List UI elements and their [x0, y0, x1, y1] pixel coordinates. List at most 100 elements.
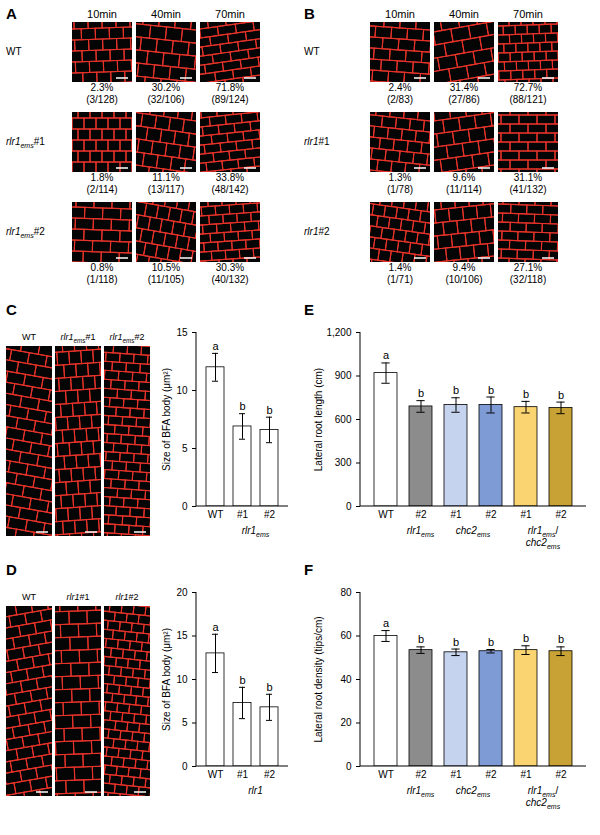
- svg-text:0: 0: [182, 761, 188, 772]
- svg-text:10: 10: [176, 674, 188, 685]
- svg-text:b: b: [453, 636, 459, 648]
- svg-text:#2: #2: [555, 509, 567, 520]
- svg-text:b: b: [558, 633, 564, 645]
- svg-text:b: b: [239, 400, 245, 412]
- svg-text:chc2ems: chc2ems: [456, 785, 491, 798]
- svg-text:rlr1ems: rlr1ems: [242, 525, 270, 538]
- html-text:(32/106): (32/106): [147, 94, 185, 105]
- svg-text:a: a: [212, 340, 219, 352]
- html-text:71.8%: 71.8%: [215, 82, 245, 93]
- html-text:A: A: [6, 5, 17, 22]
- html-text:30.2%: 30.2%: [151, 82, 181, 93]
- svg-text:b: b: [453, 384, 459, 396]
- svg-text:0: 0: [346, 501, 352, 512]
- svg-text:5: 5: [182, 443, 188, 454]
- svg-text:#1: #1: [520, 769, 532, 780]
- html-text:70min: 70min: [215, 8, 245, 20]
- svg-text:rlr1ems: rlr1ems: [407, 525, 435, 538]
- svg-text:#1: #1: [450, 769, 462, 780]
- svg-text:5: 5: [182, 717, 188, 728]
- svg-text:rlr1ems: rlr1ems: [407, 785, 435, 798]
- svg-text:#2: #2: [415, 509, 427, 520]
- svg-text:#2: #2: [555, 769, 567, 780]
- svg-text:#1: #1: [237, 769, 249, 780]
- html-text:rlr1ems#1: rlr1ems#1: [60, 332, 96, 344]
- html-text:(40/132): (40/132): [211, 274, 249, 285]
- svg-text:rlr1: rlr1: [248, 785, 262, 796]
- html-text:rlr1ems#1: rlr1ems#1: [6, 136, 45, 149]
- html-text:(3/128): (3/128): [86, 94, 118, 105]
- html-text:10.5%: 10.5%: [151, 262, 181, 273]
- html-text:40min: 40min: [151, 8, 181, 20]
- svg-text:chc2ems: chc2ems: [456, 525, 491, 538]
- html-text:(48/142): (48/142): [211, 184, 249, 195]
- html-text:0.8%: 0.8%: [90, 262, 114, 273]
- svg-text:300: 300: [335, 457, 352, 468]
- svg-text:b: b: [523, 388, 529, 400]
- html-text:33.8%: 33.8%: [215, 172, 245, 183]
- svg-text:60: 60: [340, 630, 352, 641]
- svg-text:b: b: [266, 404, 272, 416]
- svg-text:b: b: [488, 636, 494, 648]
- svg-text:chc2ems: chc2ems: [526, 537, 561, 550]
- svg-text:600: 600: [335, 414, 352, 425]
- svg-text:b: b: [239, 674, 245, 686]
- html-text:10min: 10min: [385, 8, 415, 20]
- svg-text:b: b: [558, 389, 564, 401]
- svg-text:#2: #2: [415, 769, 427, 780]
- svg-text:900: 900: [335, 370, 352, 381]
- svg-text:b: b: [266, 681, 272, 693]
- svg-text:#2: #2: [485, 769, 497, 780]
- html-text:1.8%: 1.8%: [90, 172, 114, 183]
- svg-text:b: b: [523, 632, 529, 644]
- svg-text:WT: WT: [208, 509, 224, 520]
- svg-text:#2: #2: [485, 509, 497, 520]
- svg-text:0: 0: [346, 761, 352, 772]
- svg-text:20: 20: [176, 587, 188, 598]
- svg-text:Size of BFA body (μm²): Size of BFA body (μm²): [161, 628, 172, 731]
- svg-text:#2: #2: [264, 769, 276, 780]
- html-text:B: B: [304, 5, 315, 22]
- html-text:(89/124): (89/124): [211, 94, 249, 105]
- svg-text:chc2ems: chc2ems: [526, 797, 561, 810]
- svg-text:10: 10: [176, 385, 188, 396]
- html-text:30.3%: 30.3%: [215, 262, 245, 273]
- svg-text:15: 15: [176, 630, 188, 641]
- html-text:(1/118): (1/118): [86, 274, 118, 285]
- svg-text:20: 20: [340, 717, 352, 728]
- html-text:11.1%: 11.1%: [152, 172, 180, 183]
- svg-text:#1: #1: [520, 509, 532, 520]
- html-text:10min: 10min: [87, 8, 117, 20]
- svg-text:Lateral root density (tips/cm): Lateral root density (tips/cm): [313, 616, 324, 742]
- svg-text:WT: WT: [208, 769, 224, 780]
- svg-text:b: b: [488, 384, 494, 396]
- svg-text:#1: #1: [450, 509, 462, 520]
- svg-text:80: 80: [340, 587, 352, 598]
- svg-text:#1: #1: [237, 509, 249, 520]
- svg-text:rlr1ems/: rlr1ems/: [527, 785, 559, 798]
- svg-text:Lateral root length (cm): Lateral root length (cm): [313, 368, 324, 471]
- html-text:WT: WT: [6, 46, 22, 57]
- html-text:40min: 40min: [449, 8, 479, 20]
- html-text:70min: 70min: [513, 8, 543, 20]
- svg-text:b: b: [418, 387, 424, 399]
- svg-text:a: a: [212, 621, 219, 633]
- svg-text:0: 0: [182, 501, 188, 512]
- svg-text:Size of BFA body (μm²): Size of BFA body (μm²): [161, 368, 172, 471]
- html-text:(13/117): (13/117): [147, 184, 185, 195]
- svg-text:#2: #2: [264, 509, 276, 520]
- html-text:rlr1ems#2: rlr1ems#2: [109, 332, 145, 344]
- html-text:2.3%: 2.3%: [90, 82, 114, 93]
- html-text:(2/114): (2/114): [86, 184, 118, 195]
- svg-text:b: b: [418, 633, 424, 645]
- svg-text:15: 15: [176, 327, 188, 338]
- svg-text:WT: WT: [378, 769, 394, 780]
- svg-text:a: a: [383, 349, 390, 361]
- html-text:rlr1ems#2: rlr1ems#2: [6, 226, 45, 239]
- svg-text:a: a: [383, 617, 390, 629]
- svg-text:rlr1ems/: rlr1ems/: [527, 525, 559, 538]
- svg-text:WT: WT: [378, 509, 394, 520]
- html-text:(11/105): (11/105): [147, 274, 185, 285]
- svg-text:40: 40: [340, 674, 352, 685]
- svg-text:1,200: 1,200: [326, 327, 351, 338]
